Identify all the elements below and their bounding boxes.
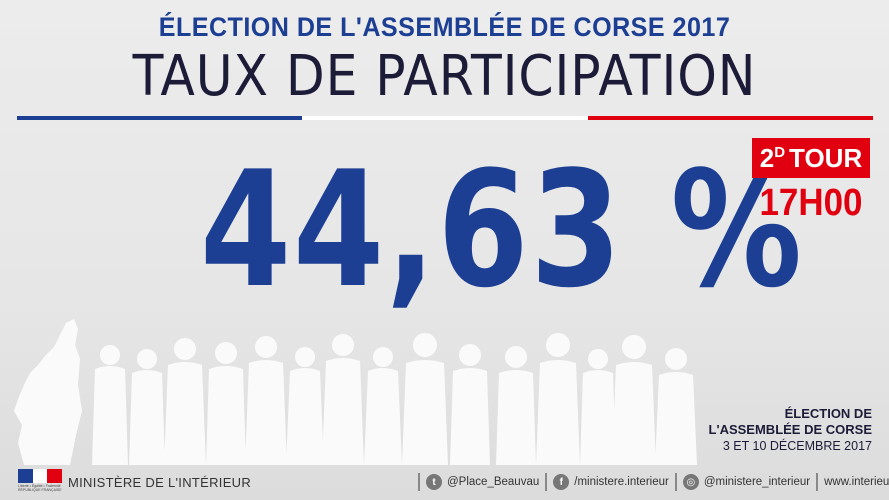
facebook-handle: /ministere.interieur [574,476,669,488]
round-number: 2 [759,142,775,173]
instagram-handle: @ministere_interieur [703,476,811,488]
facebook-icon: f [553,474,570,490]
flag-icon [18,469,63,483]
event-title: ÉLECTION DE L'ASSEMBLÉE DE CORSE 2017 [158,12,731,42]
round-label: TOUR [789,142,863,173]
ministry-name: MINISTÈRE DE L'INTÉRIEUR [68,475,252,490]
event-info-line1: ÉLECTION DE [784,406,872,421]
website-link[interactable]: www.interieur.gouv.fr [824,476,889,488]
round-superscript: D [774,143,786,161]
divider-blue [17,116,303,120]
instagram-link[interactable]: ◎ @ministere_interieur [682,474,811,490]
divider-red [587,116,873,120]
page-title: TAUX DE PARTICIPATION [132,44,757,109]
round-time: 17H00 [759,182,863,224]
twitter-handle: @Place_Beauvau [447,476,540,488]
event-info-line2: L'ASSEMBLÉE DE CORSE [708,422,872,437]
footer: Liberté • Égalité • Fraternité RÉPUBLIQU… [0,464,889,500]
twitter-link[interactable]: t @Place_Beauvau [426,474,539,490]
round-badge: 2 D TOUR [752,138,870,178]
facebook-link[interactable]: f /ministere.interieur [553,474,669,490]
social-links: t @Place_Beauvau f /ministere.interieur … [412,473,889,491]
separator [674,473,677,491]
separator [418,473,420,491]
marianne-logo: Liberté • Égalité • Fraternité RÉPUBLIQU… [18,469,63,495]
divider-white [302,116,588,120]
participation-rate: 44,63 % [200,136,804,323]
logo-motto: Liberté • Égalité • Fraternité RÉPUBLIQU… [18,484,62,492]
separator [816,473,819,491]
crowd-silhouette-illustration [14,319,697,465]
people-silhouettes [92,333,697,465]
event-info-dates: 3 ET 10 DÉCEMBRE 2017 [722,439,872,453]
logo-motto-line1: Liberté • Égalité • Fraternité [18,484,61,488]
tricolor-divider [17,116,873,120]
twitter-icon: t [426,474,442,490]
website-url: www.interieur.gouv.fr [824,476,889,488]
logo-motto-line2: RÉPUBLIQUE FRANÇAISE [18,488,62,492]
separator [545,473,548,491]
event-info: ÉLECTION DE L'ASSEMBLÉE DE CORSE 3 ET 10… [700,406,872,454]
instagram-icon: ◎ [682,474,699,490]
corsica-island-shape [14,319,82,465]
